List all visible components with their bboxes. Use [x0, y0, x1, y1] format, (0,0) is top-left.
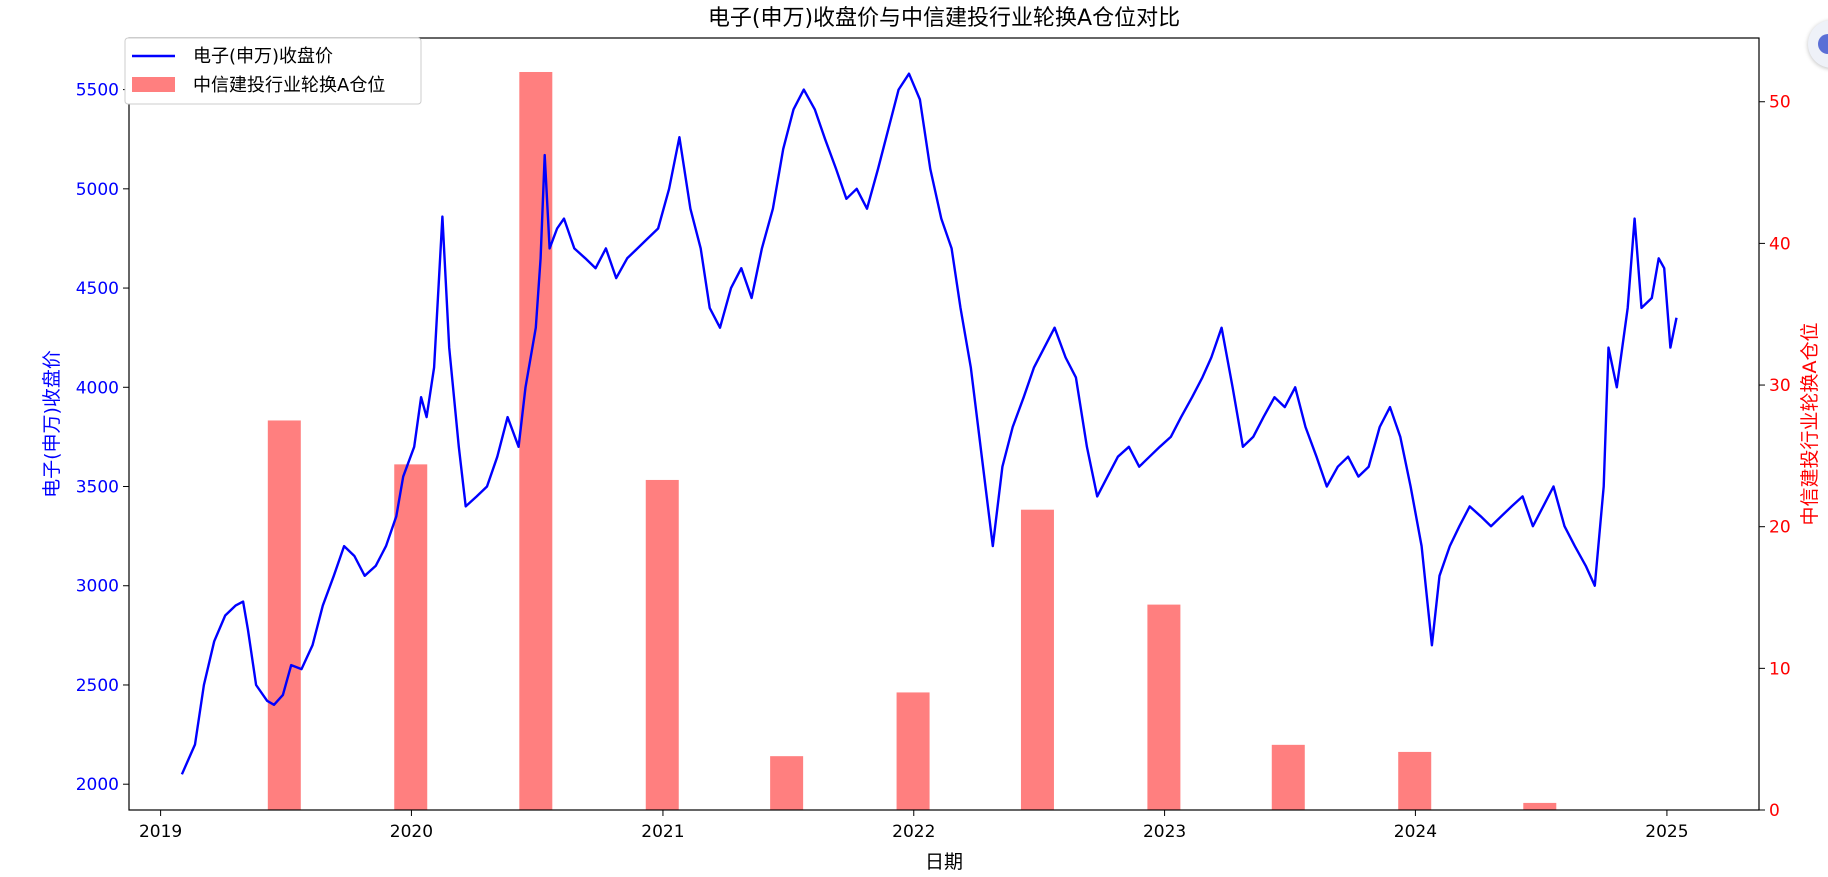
right-tick-label: 30: [1769, 376, 1791, 396]
left-tick-label: 4000: [76, 378, 119, 398]
x-tick-label: 2021: [641, 822, 684, 842]
legend-line-label: 电子(申万)收盘价: [193, 46, 333, 67]
x-tick-label: 2020: [390, 822, 433, 842]
position-bar: [896, 692, 930, 810]
left-y-axis: 2000 2500 3000 3500 4000 4500 5000 5500: [76, 81, 129, 795]
position-bar: [1271, 744, 1305, 810]
position-bar: [394, 464, 428, 810]
legend-bar-swatch: [132, 77, 175, 92]
x-axis: 2019 2020 2021 2022 2023 2024 2025: [139, 810, 1689, 842]
x-tick-label: 2023: [1143, 822, 1186, 842]
legend: 电子(申万)收盘价 中信建投行业轮换A仓位: [124, 37, 422, 105]
position-bar: [645, 479, 679, 810]
legend-bar-label: 中信建投行业轮换A仓位: [193, 75, 385, 96]
right-tick-label: 20: [1769, 518, 1791, 538]
left-tick-label: 2000: [76, 775, 119, 795]
x-tick-label: 2025: [1645, 822, 1688, 842]
right-tick-label: 50: [1769, 93, 1791, 113]
price-line-series: [180, 72, 1678, 775]
chart-title: 电子(申万)收盘价与中信建投行业轮换A仓位对比: [708, 6, 1180, 31]
x-tick-label: 2024: [1394, 822, 1437, 842]
right-tick-label: 0: [1769, 801, 1780, 821]
bar-series: [267, 71, 1557, 810]
right-y-axis: 0 10 20 30 40 50: [1759, 93, 1791, 821]
position-bar: [770, 756, 804, 810]
x-tick-label: 2019: [139, 822, 182, 842]
left-tick-label: 4500: [76, 279, 119, 299]
right-tick-label: 10: [1769, 659, 1791, 679]
plot-frame: [128, 37, 1760, 811]
legend-box: [124, 37, 422, 105]
right-tick-label: 40: [1769, 234, 1791, 254]
left-tick-label: 5500: [76, 81, 119, 101]
x-axis-title: 日期: [925, 851, 963, 873]
assistant-icon: [1818, 34, 1828, 54]
position-bar: [1523, 802, 1557, 810]
position-bar: [1020, 509, 1054, 810]
right-axis-title: 中信建投行业轮换A仓位: [1799, 323, 1821, 526]
left-tick-label: 5000: [76, 180, 119, 200]
left-tick-label: 3500: [76, 478, 119, 498]
left-tick-label: 3000: [76, 577, 119, 597]
left-tick-label: 2500: [76, 676, 119, 696]
position-bar: [1147, 604, 1181, 810]
x-tick-label: 2022: [892, 822, 935, 842]
position-bar: [267, 420, 301, 810]
left-axis-title: 电子(申万)收盘价: [41, 350, 63, 498]
assistant-float-button[interactable]: [1808, 20, 1828, 68]
position-bar: [519, 71, 553, 810]
position-bar: [1398, 751, 1432, 810]
